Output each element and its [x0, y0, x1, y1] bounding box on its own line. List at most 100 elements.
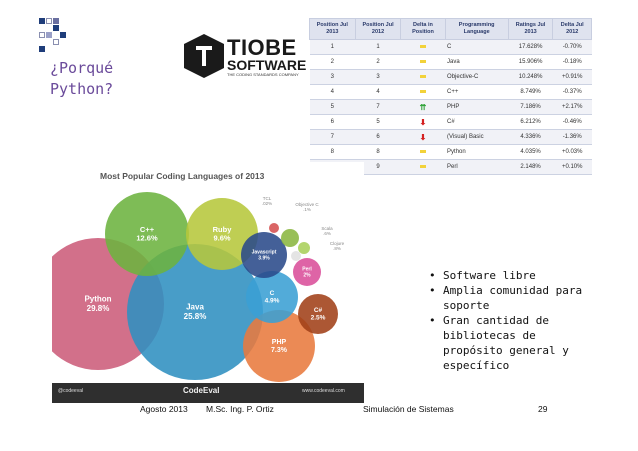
delta-indicator: ⇈ [400, 99, 446, 115]
bubble-label: TCL [263, 196, 272, 201]
table-cell: (Visual) Basic [445, 129, 509, 145]
table-cell: 3 [309, 69, 356, 85]
footer-date: Agosto 2013 [140, 404, 188, 414]
bubble-label: Java [186, 303, 204, 312]
bubble-objective-c [281, 229, 299, 247]
table-cell: +0.10% [552, 159, 592, 175]
table-cell: +2.17% [552, 99, 592, 115]
table-cell: C# [445, 114, 509, 130]
bubble-value: 3.9% [258, 255, 270, 261]
table-header-cell: Position Jul 2012 [354, 18, 402, 40]
bubble-scala [298, 242, 310, 254]
list-item: Amplia comunidad para soporte [425, 283, 585, 313]
infographic-title: Most Popular Coding Languages of 2013 [100, 171, 265, 181]
delta-indicator [400, 39, 446, 55]
tiobe-tagline: THE CODING STANDARDS COMPANY [227, 72, 299, 77]
table-row: 5 7 ⇈ PHP 7.186% +2.17% [309, 99, 592, 115]
table-row: 7 6 ⬇ (Visual) Basic 4.336% -1.36% [309, 129, 592, 145]
table-row: 2 2 Java 15.906% -0.18% [309, 54, 592, 70]
infographic-handle: @codeeval [58, 388, 84, 394]
table-cell: 4 [309, 84, 356, 100]
table-cell: +0.91% [552, 69, 592, 85]
table-cell: 15.906% [508, 54, 553, 70]
table-cell: 7 [355, 99, 401, 115]
no-change-icon [419, 89, 426, 93]
bubble-ruby [186, 198, 258, 270]
table-cell: Objective-C [445, 69, 509, 85]
table-row: 3 3 Objective-C 10.248% +0.91% [309, 69, 592, 85]
table-cell: 8.749% [508, 84, 553, 100]
infographic-url: www.codeeval.com [302, 388, 345, 394]
table-cell: 6.212% [508, 114, 553, 130]
table-cell: 1 [355, 39, 401, 55]
no-change-icon [419, 149, 426, 153]
table-row: 8 8 Python 4.035% +0.03% [309, 144, 592, 160]
table-header-cell: Delta Jul 2012 [552, 18, 592, 40]
table-row: 4 4 C++ 8.749% -0.37% [309, 84, 592, 100]
table-cell: 4.336% [508, 129, 553, 145]
bubble-label: C [270, 290, 275, 297]
down-arrow-icon: ⬇ [419, 132, 427, 142]
table-cell: Python [445, 144, 509, 160]
bubble-value: 12.6% [136, 233, 158, 242]
table-cell: 8 [355, 144, 401, 160]
bubble-clojure [291, 251, 301, 261]
bubble-label: Ruby [213, 225, 233, 234]
table-cell: 2 [309, 54, 356, 70]
no-change-icon [419, 164, 426, 168]
table-cell: 2.148% [508, 159, 553, 175]
table-cell: 3 [355, 69, 401, 85]
table-cell: C++ [445, 84, 509, 100]
bubble-label: Scala [321, 226, 333, 231]
no-change-icon [419, 44, 426, 48]
bubble-php [243, 310, 315, 382]
coding-languages-infographic: Most Popular Coding Languages of 2013 Py… [52, 162, 364, 403]
bubble-label: Javascript [252, 250, 277, 256]
delta-indicator [400, 84, 446, 100]
infographic-footer: @codeeval CodeEval www.codeeval.com [52, 383, 364, 403]
bubble-value: 9.6% [213, 233, 230, 242]
table-header-cell: Programming Language [444, 18, 509, 40]
table-header-row: Position Jul 2013 Position Jul 2012 Delt… [309, 18, 592, 40]
bubble-label: PHP [272, 339, 287, 346]
bubble-value: .6% [323, 231, 331, 236]
table-cell: 10.248% [508, 69, 553, 85]
table-cell: -0.70% [552, 39, 592, 55]
no-change-icon [419, 59, 426, 63]
table-cell: -0.46% [552, 114, 592, 130]
bubble-label: Python [84, 295, 111, 304]
table-cell: 7.186% [508, 99, 553, 115]
bubble-value: 25.8% [184, 312, 207, 321]
bubble-perl [293, 258, 321, 286]
table-cell: 7 [309, 129, 356, 145]
table-header-cell: Ratings Jul 2013 [507, 18, 554, 40]
table-cell: -0.37% [552, 84, 592, 100]
table-cell: 5 [355, 114, 401, 130]
bubble-c [246, 271, 298, 323]
table-header-cell: Position Jul 2013 [309, 18, 356, 40]
tiobe-sub-wordmark: SOFTWARE [227, 57, 307, 73]
table-cell: 6 [309, 114, 356, 130]
bubble-c- [298, 294, 338, 334]
table-row: 6 5 ⬇ C# 6.212% -0.46% [309, 114, 592, 130]
python-reasons-list: Software libre Amplia comunidad para sop… [425, 268, 585, 373]
footer-page-number: 29 [538, 404, 548, 414]
table-cell: 6 [355, 129, 401, 145]
delta-indicator [400, 54, 446, 70]
slide-title: ¿Porqué Python? [50, 59, 114, 98]
table-cell: 2 [355, 54, 401, 70]
bubble-java [127, 244, 263, 380]
bubble-value: 7.3% [271, 347, 288, 354]
footer-author: M.Sc. Ing. P. Ortiz [206, 404, 274, 414]
table-cell: 9 [355, 159, 401, 175]
bubble-javascript [241, 232, 287, 278]
bubble-label: Objective C [295, 202, 319, 207]
down-arrow-icon: ⬇ [419, 117, 427, 127]
table-cell: 17.628% [508, 39, 553, 55]
table-header-cell: Delta in Position [400, 18, 446, 40]
table-cell: Java [445, 54, 509, 70]
bubble-label: Perl [302, 267, 312, 273]
bubble-value: .8% [333, 246, 341, 251]
delta-indicator: ⬇ [400, 114, 446, 130]
